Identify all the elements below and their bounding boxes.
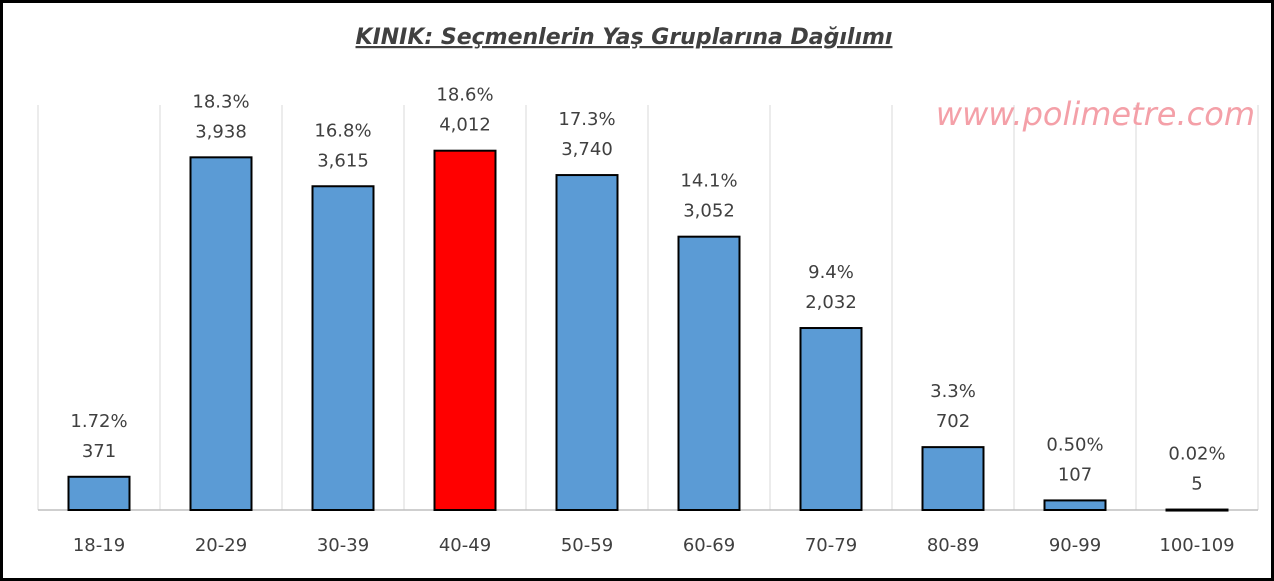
value-label: 3,615 — [317, 150, 369, 171]
x-tick-label: 20-29 — [195, 535, 247, 556]
percent-label: 0.50% — [1046, 434, 1103, 455]
value-label: 5 — [1191, 474, 1202, 495]
value-label: 3,938 — [195, 121, 247, 142]
bar — [433, 149, 497, 511]
bar — [189, 156, 253, 511]
percent-label: 17.3% — [558, 109, 615, 130]
value-label: 3,052 — [683, 201, 735, 222]
percent-label: 0.02% — [1168, 444, 1225, 465]
value-label: 3,740 — [561, 139, 613, 160]
x-tick-label: 50-59 — [561, 535, 613, 556]
bar — [799, 327, 863, 511]
value-label: 702 — [936, 411, 970, 432]
x-tick-label: 80-89 — [927, 535, 979, 556]
x-tick-label: 90-99 — [1049, 535, 1101, 556]
x-tick-label: 30-39 — [317, 535, 369, 556]
x-tick-label: 18-19 — [73, 535, 125, 556]
bar — [67, 475, 131, 512]
value-label: 107 — [1058, 464, 1092, 485]
bar — [1165, 508, 1229, 512]
value-label: 4,012 — [439, 115, 491, 136]
percent-label: 3.3% — [930, 381, 976, 402]
x-tick-label: 70-79 — [805, 535, 857, 556]
bar — [921, 446, 985, 511]
x-tick-label: 40-49 — [439, 535, 491, 556]
percent-label: 14.1% — [680, 171, 737, 192]
chart-title: KINIK: Seçmenlerin Yaş Gruplarına Dağılı… — [356, 25, 893, 50]
value-label: 2,032 — [805, 292, 857, 313]
value-label: 371 — [82, 441, 116, 462]
percent-label: 9.4% — [808, 262, 854, 283]
watermark: www.polimetre.com — [936, 95, 1255, 133]
bar — [311, 185, 375, 512]
bar — [1043, 499, 1107, 511]
x-tick-label: 60-69 — [683, 535, 735, 556]
x-tick-label: 100-109 — [1159, 535, 1234, 556]
percent-label: 1.72% — [70, 411, 127, 432]
percent-label: 18.6% — [436, 85, 493, 106]
bar — [555, 174, 619, 511]
bar — [677, 235, 741, 511]
percent-label: 16.8% — [314, 120, 371, 141]
percent-label: 18.3% — [192, 91, 249, 112]
